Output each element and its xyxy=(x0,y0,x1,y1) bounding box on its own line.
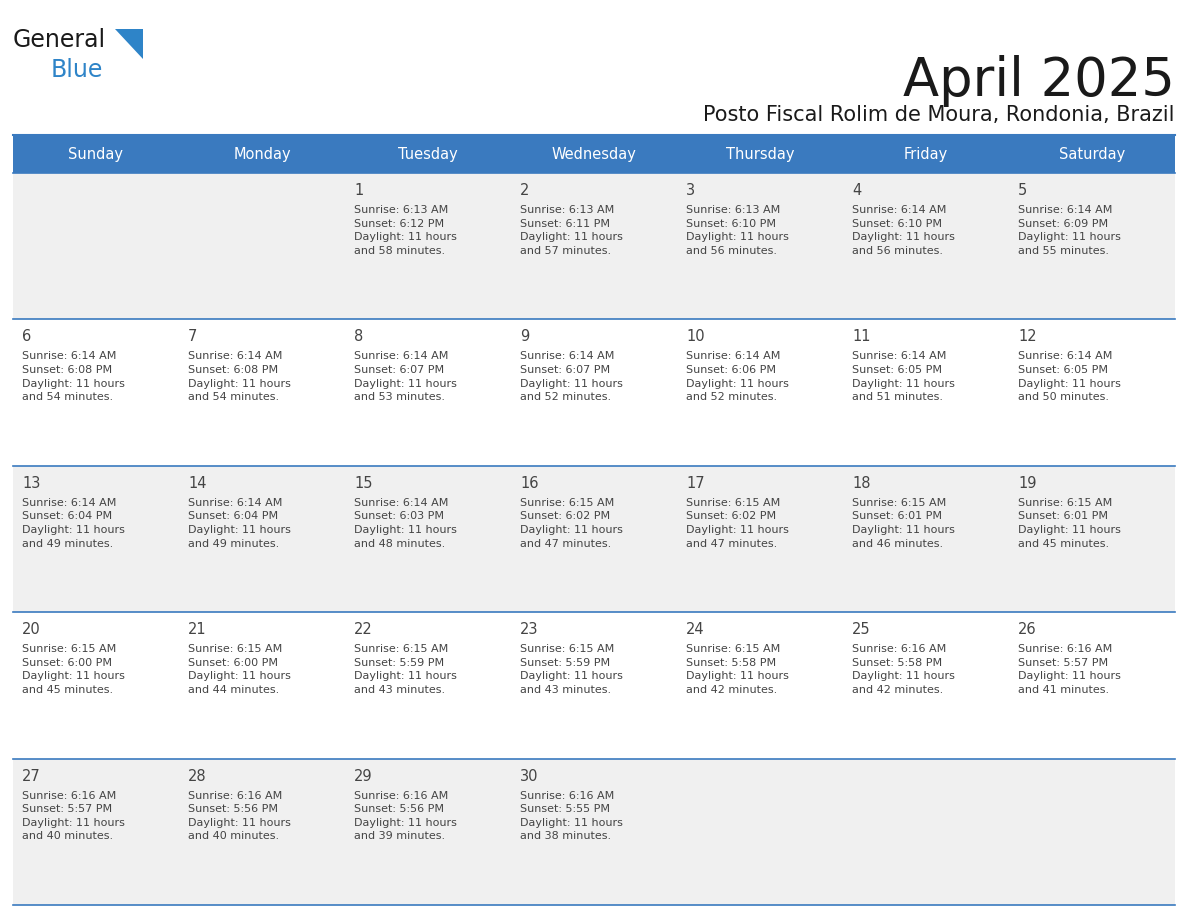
Text: 20: 20 xyxy=(23,622,40,637)
Text: 4: 4 xyxy=(852,183,861,198)
Text: 10: 10 xyxy=(685,330,704,344)
Text: Sunrise: 6:16 AM
Sunset: 5:57 PM
Daylight: 11 hours
and 40 minutes.: Sunrise: 6:16 AM Sunset: 5:57 PM Dayligh… xyxy=(23,790,125,842)
Text: 12: 12 xyxy=(1018,330,1037,344)
Text: 13: 13 xyxy=(23,476,40,491)
Text: Sunrise: 6:14 AM
Sunset: 6:05 PM
Daylight: 11 hours
and 51 minutes.: Sunrise: 6:14 AM Sunset: 6:05 PM Dayligh… xyxy=(852,352,955,402)
Text: 14: 14 xyxy=(188,476,207,491)
Text: Sunrise: 6:15 AM
Sunset: 6:02 PM
Daylight: 11 hours
and 47 minutes.: Sunrise: 6:15 AM Sunset: 6:02 PM Dayligh… xyxy=(520,498,623,549)
Text: 5: 5 xyxy=(1018,183,1028,198)
Text: 15: 15 xyxy=(354,476,373,491)
Text: Thursday: Thursday xyxy=(726,147,795,162)
Text: Friday: Friday xyxy=(904,147,948,162)
Text: Saturday: Saturday xyxy=(1059,147,1125,162)
Text: Sunrise: 6:14 AM
Sunset: 6:04 PM
Daylight: 11 hours
and 49 minutes.: Sunrise: 6:14 AM Sunset: 6:04 PM Dayligh… xyxy=(23,498,125,549)
Text: 9: 9 xyxy=(520,330,529,344)
Text: 27: 27 xyxy=(23,768,40,784)
Text: Sunrise: 6:14 AM
Sunset: 6:03 PM
Daylight: 11 hours
and 48 minutes.: Sunrise: 6:14 AM Sunset: 6:03 PM Dayligh… xyxy=(354,498,457,549)
Bar xyxy=(13,319,1175,465)
Text: 8: 8 xyxy=(354,330,364,344)
Text: 25: 25 xyxy=(852,622,871,637)
Text: Sunrise: 6:14 AM
Sunset: 6:05 PM
Daylight: 11 hours
and 50 minutes.: Sunrise: 6:14 AM Sunset: 6:05 PM Dayligh… xyxy=(1018,352,1120,402)
Text: Monday: Monday xyxy=(233,147,291,162)
Text: Sunrise: 6:14 AM
Sunset: 6:10 PM
Daylight: 11 hours
and 56 minutes.: Sunrise: 6:14 AM Sunset: 6:10 PM Dayligh… xyxy=(852,205,955,256)
Text: 29: 29 xyxy=(354,768,373,784)
Bar xyxy=(13,173,1175,319)
Bar xyxy=(179,135,345,173)
Bar xyxy=(345,135,511,173)
Text: Sunrise: 6:13 AM
Sunset: 6:10 PM
Daylight: 11 hours
and 56 minutes.: Sunrise: 6:13 AM Sunset: 6:10 PM Dayligh… xyxy=(685,205,789,256)
Bar xyxy=(13,758,1175,905)
Text: Sunrise: 6:15 AM
Sunset: 6:02 PM
Daylight: 11 hours
and 47 minutes.: Sunrise: 6:15 AM Sunset: 6:02 PM Dayligh… xyxy=(685,498,789,549)
Text: Sunrise: 6:14 AM
Sunset: 6:07 PM
Daylight: 11 hours
and 53 minutes.: Sunrise: 6:14 AM Sunset: 6:07 PM Dayligh… xyxy=(354,352,457,402)
Bar xyxy=(511,135,677,173)
Text: Sunrise: 6:15 AM
Sunset: 5:58 PM
Daylight: 11 hours
and 42 minutes.: Sunrise: 6:15 AM Sunset: 5:58 PM Dayligh… xyxy=(685,644,789,695)
Text: Sunrise: 6:13 AM
Sunset: 6:11 PM
Daylight: 11 hours
and 57 minutes.: Sunrise: 6:13 AM Sunset: 6:11 PM Dayligh… xyxy=(520,205,623,256)
Text: 11: 11 xyxy=(852,330,871,344)
Bar xyxy=(13,135,179,173)
Text: Wednesday: Wednesday xyxy=(551,147,637,162)
Text: 3: 3 xyxy=(685,183,695,198)
Text: Sunrise: 6:14 AM
Sunset: 6:09 PM
Daylight: 11 hours
and 55 minutes.: Sunrise: 6:14 AM Sunset: 6:09 PM Dayligh… xyxy=(1018,205,1120,256)
Text: 7: 7 xyxy=(188,330,197,344)
Text: General: General xyxy=(13,28,106,52)
Text: 24: 24 xyxy=(685,622,704,637)
Text: Sunrise: 6:16 AM
Sunset: 5:58 PM
Daylight: 11 hours
and 42 minutes.: Sunrise: 6:16 AM Sunset: 5:58 PM Dayligh… xyxy=(852,644,955,695)
Text: Sunrise: 6:14 AM
Sunset: 6:07 PM
Daylight: 11 hours
and 52 minutes.: Sunrise: 6:14 AM Sunset: 6:07 PM Dayligh… xyxy=(520,352,623,402)
Text: Sunrise: 6:16 AM
Sunset: 5:57 PM
Daylight: 11 hours
and 41 minutes.: Sunrise: 6:16 AM Sunset: 5:57 PM Dayligh… xyxy=(1018,644,1120,695)
Text: Sunrise: 6:14 AM
Sunset: 6:06 PM
Daylight: 11 hours
and 52 minutes.: Sunrise: 6:14 AM Sunset: 6:06 PM Dayligh… xyxy=(685,352,789,402)
Text: 28: 28 xyxy=(188,768,207,784)
Text: 19: 19 xyxy=(1018,476,1036,491)
Text: 1: 1 xyxy=(354,183,364,198)
Text: Sunrise: 6:15 AM
Sunset: 6:01 PM
Daylight: 11 hours
and 46 minutes.: Sunrise: 6:15 AM Sunset: 6:01 PM Dayligh… xyxy=(852,498,955,549)
Text: Sunrise: 6:15 AM
Sunset: 6:00 PM
Daylight: 11 hours
and 45 minutes.: Sunrise: 6:15 AM Sunset: 6:00 PM Dayligh… xyxy=(23,644,125,695)
Bar xyxy=(1009,135,1175,173)
Text: 26: 26 xyxy=(1018,622,1037,637)
Text: 30: 30 xyxy=(520,768,538,784)
Text: Tuesday: Tuesday xyxy=(398,147,457,162)
Text: 22: 22 xyxy=(354,622,373,637)
Text: Sunrise: 6:15 AM
Sunset: 6:00 PM
Daylight: 11 hours
and 44 minutes.: Sunrise: 6:15 AM Sunset: 6:00 PM Dayligh… xyxy=(188,644,291,695)
Text: Sunrise: 6:14 AM
Sunset: 6:08 PM
Daylight: 11 hours
and 54 minutes.: Sunrise: 6:14 AM Sunset: 6:08 PM Dayligh… xyxy=(23,352,125,402)
Text: Sunday: Sunday xyxy=(69,147,124,162)
Text: 21: 21 xyxy=(188,622,207,637)
Text: 6: 6 xyxy=(23,330,31,344)
Text: Sunrise: 6:16 AM
Sunset: 5:55 PM
Daylight: 11 hours
and 38 minutes.: Sunrise: 6:16 AM Sunset: 5:55 PM Dayligh… xyxy=(520,790,623,842)
Bar xyxy=(677,135,843,173)
Text: 16: 16 xyxy=(520,476,538,491)
Polygon shape xyxy=(115,29,143,59)
Text: 23: 23 xyxy=(520,622,538,637)
Text: Sunrise: 6:14 AM
Sunset: 6:08 PM
Daylight: 11 hours
and 54 minutes.: Sunrise: 6:14 AM Sunset: 6:08 PM Dayligh… xyxy=(188,352,291,402)
Text: 17: 17 xyxy=(685,476,704,491)
Bar xyxy=(843,135,1009,173)
Text: Sunrise: 6:16 AM
Sunset: 5:56 PM
Daylight: 11 hours
and 40 minutes.: Sunrise: 6:16 AM Sunset: 5:56 PM Dayligh… xyxy=(188,790,291,842)
Text: Sunrise: 6:16 AM
Sunset: 5:56 PM
Daylight: 11 hours
and 39 minutes.: Sunrise: 6:16 AM Sunset: 5:56 PM Dayligh… xyxy=(354,790,457,842)
Text: Sunrise: 6:13 AM
Sunset: 6:12 PM
Daylight: 11 hours
and 58 minutes.: Sunrise: 6:13 AM Sunset: 6:12 PM Dayligh… xyxy=(354,205,457,256)
Bar xyxy=(13,465,1175,612)
Text: Posto Fiscal Rolim de Moura, Rondonia, Brazil: Posto Fiscal Rolim de Moura, Rondonia, B… xyxy=(703,105,1175,125)
Text: Sunrise: 6:14 AM
Sunset: 6:04 PM
Daylight: 11 hours
and 49 minutes.: Sunrise: 6:14 AM Sunset: 6:04 PM Dayligh… xyxy=(188,498,291,549)
Text: Blue: Blue xyxy=(51,58,103,82)
Text: Sunrise: 6:15 AM
Sunset: 6:01 PM
Daylight: 11 hours
and 45 minutes.: Sunrise: 6:15 AM Sunset: 6:01 PM Dayligh… xyxy=(1018,498,1120,549)
Bar xyxy=(13,612,1175,758)
Text: April 2025: April 2025 xyxy=(903,55,1175,107)
Text: Sunrise: 6:15 AM
Sunset: 5:59 PM
Daylight: 11 hours
and 43 minutes.: Sunrise: 6:15 AM Sunset: 5:59 PM Dayligh… xyxy=(354,644,457,695)
Text: 18: 18 xyxy=(852,476,871,491)
Text: Sunrise: 6:15 AM
Sunset: 5:59 PM
Daylight: 11 hours
and 43 minutes.: Sunrise: 6:15 AM Sunset: 5:59 PM Dayligh… xyxy=(520,644,623,695)
Text: 2: 2 xyxy=(520,183,530,198)
